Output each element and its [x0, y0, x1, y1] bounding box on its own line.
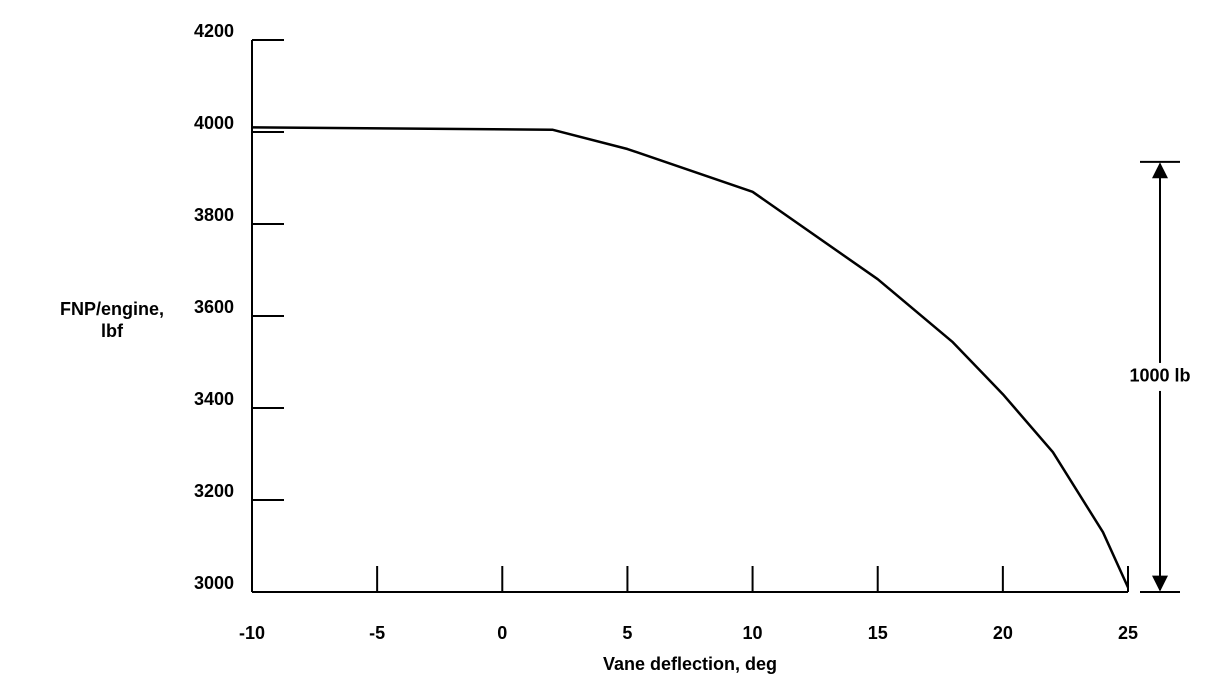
annotation-label: 1000 lb: [1129, 366, 1190, 386]
x-tick-label: -10: [239, 623, 265, 643]
y-tick-label: 3200: [194, 481, 234, 501]
y-tick-label: 3600: [194, 297, 234, 317]
y-tick-label: 3400: [194, 389, 234, 409]
y-axis-label: FNP/engine,: [60, 299, 164, 319]
x-axis-label: Vane deflection, deg: [603, 654, 777, 674]
y-tick-label: 4200: [194, 21, 234, 41]
annotation-bg: [1112, 362, 1206, 391]
x-tick-label: 5: [622, 623, 632, 643]
y-tick-label: 3800: [194, 205, 234, 225]
x-tick-label: 10: [743, 623, 763, 643]
y-axis-label: lbf: [101, 321, 124, 341]
x-tick-label: 15: [868, 623, 888, 643]
y-tick-label: 4000: [194, 113, 234, 133]
x-tick-label: -5: [369, 623, 385, 643]
x-tick-label: 25: [1118, 623, 1138, 643]
line: [251, 126, 1130, 588]
y-tick-label: 3000: [194, 573, 234, 593]
x-tick-label: 20: [993, 623, 1013, 643]
x-tick-label: 0: [497, 623, 507, 643]
